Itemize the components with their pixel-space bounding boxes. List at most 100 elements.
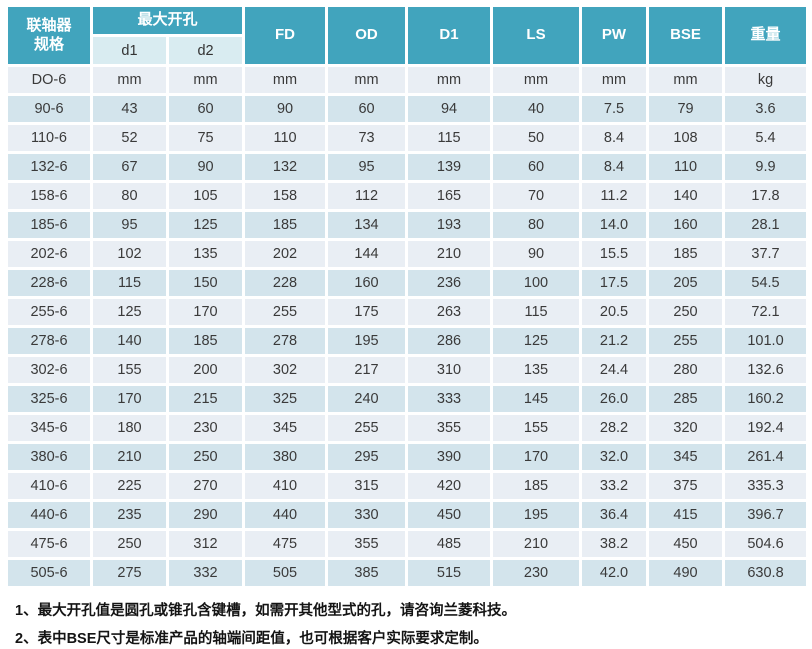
value-cell: 185 (245, 212, 326, 238)
value-cell: 320 (649, 415, 723, 441)
value-cell: 165 (408, 183, 491, 209)
value-cell: 43 (93, 96, 166, 122)
value-cell: 333 (408, 386, 491, 412)
value-cell: 440 (245, 502, 326, 528)
row-label-cell: 505-6 (8, 560, 90, 586)
value-cell: 175 (328, 299, 406, 325)
value-cell: 140 (93, 328, 166, 354)
value-cell: 102 (93, 241, 166, 267)
value-cell: 200 (169, 357, 243, 383)
value-cell: 250 (649, 299, 723, 325)
col-header-weight: 重量 (725, 7, 807, 64)
value-cell: mm (93, 67, 166, 93)
value-cell: 105 (169, 183, 243, 209)
row-label-cell: 345-6 (8, 415, 90, 441)
table-row: 132-6 67 90 132 95 139 60 8.4 110 9.9 (8, 154, 807, 180)
value-cell: 230 (493, 560, 580, 586)
value-cell: 132 (245, 154, 326, 180)
value-cell: 202 (245, 241, 326, 267)
value-cell: 210 (493, 531, 580, 557)
value-cell: 270 (169, 473, 243, 499)
value-cell: 8.4 (582, 125, 647, 151)
value-cell: 14.0 (582, 212, 647, 238)
value-cell: 330 (328, 502, 406, 528)
footnote-1: 1、最大开孔值是圆孔或锥孔含键槽，如需开其他型式的孔，请咨询兰菱科技。 (15, 603, 517, 619)
value-cell: 236 (408, 270, 491, 296)
value-cell: 33.2 (582, 473, 647, 499)
value-cell: 345 (245, 415, 326, 441)
value-cell: 125 (93, 299, 166, 325)
value-cell: 67 (93, 154, 166, 180)
value-cell: 160 (649, 212, 723, 238)
table-row: 185-6 95 125 185 134 193 80 14.0 160 28.1 (8, 212, 807, 238)
value-cell: 158 (245, 183, 326, 209)
value-cell: 485 (408, 531, 491, 557)
value-cell: 135 (493, 357, 580, 383)
col-header-coupling-spec-line1: 联轴器 (26, 16, 72, 34)
value-cell: 385 (328, 560, 406, 586)
value-cell: mm (493, 67, 580, 93)
value-cell: 375 (649, 473, 723, 499)
value-cell: 230 (169, 415, 243, 441)
value-cell: 290 (169, 502, 243, 528)
table-row: 202-6 102 135 202 144 210 90 15.5 185 37.7 (8, 241, 807, 267)
value-cell: 110 (245, 125, 326, 151)
value-cell: 450 (649, 531, 723, 557)
row-label-cell: 410-6 (8, 473, 90, 499)
row-label-cell: 202-6 (8, 241, 90, 267)
value-cell: 60 (328, 96, 406, 122)
value-cell: 325 (245, 386, 326, 412)
col-header-fd: FD (245, 7, 326, 64)
value-cell: 195 (493, 502, 580, 528)
value-cell: 125 (169, 212, 243, 238)
table-row: 110-6 52 75 110 73 115 50 8.4 108 5.4 (8, 125, 807, 151)
col-header-coupling-spec-line2: 规格 (33, 35, 64, 53)
value-cell: mm (649, 67, 723, 93)
value-cell: 144 (328, 241, 406, 267)
value-cell: 160 (328, 270, 406, 296)
row-label-cell: 158-6 (8, 183, 90, 209)
value-cell: 185 (493, 473, 580, 499)
sub-header-d1: d1 (93, 37, 166, 64)
row-label-cell: DO-6 (8, 67, 90, 93)
value-cell: mm (328, 67, 406, 93)
row-label-cell: 380-6 (8, 444, 90, 470)
value-cell: 70 (493, 183, 580, 209)
value-cell: 37.7 (725, 241, 807, 267)
value-cell: mm (245, 67, 326, 93)
sub-header-d2: d2 (169, 37, 243, 64)
value-cell: 286 (408, 328, 491, 354)
value-cell: 415 (649, 502, 723, 528)
table-row: 302-6 155 200 302 217 310 135 24.4 280 132.6 (8, 357, 807, 383)
value-cell: 38.2 (582, 531, 647, 557)
value-cell: 150 (169, 270, 243, 296)
table-row: 255-6 125 170 255 175 263 115 20.5 250 72.1 (8, 299, 807, 325)
value-cell: 295 (328, 444, 406, 470)
value-cell: 28.2 (582, 415, 647, 441)
col-header-ls: LS (493, 7, 580, 64)
value-cell: 410 (245, 473, 326, 499)
value-cell: 132.6 (725, 357, 807, 383)
footnote-2: 2、表中BSE尺寸是标准产品的轴端间距值，也可根据客户实际要求定制。 (15, 630, 488, 647)
row-label-cell: 90-6 (8, 96, 90, 122)
value-cell: 36.4 (582, 502, 647, 528)
value-cell: 396.7 (725, 502, 807, 528)
table-row: 158-6 80 105 158 112 165 70 11.2 140 17.8 (8, 183, 807, 209)
value-cell: mm (169, 67, 243, 93)
value-cell: 160.2 (725, 386, 807, 412)
value-cell: 240 (328, 386, 406, 412)
value-cell: 285 (649, 386, 723, 412)
value-cell: 228 (245, 270, 326, 296)
value-cell: mm (582, 67, 647, 93)
value-cell: 180 (93, 415, 166, 441)
value-cell: 115 (408, 125, 491, 151)
value-cell: 315 (328, 473, 406, 499)
value-cell: 20.5 (582, 299, 647, 325)
value-cell: 302 (245, 357, 326, 383)
value-cell: 310 (408, 357, 491, 383)
value-cell: 80 (493, 212, 580, 238)
value-cell: 380 (245, 444, 326, 470)
table-row: 325-6 170 215 325 240 333 145 26.0 285 160.2 (8, 386, 807, 412)
row-label-cell: 475-6 (8, 531, 90, 557)
value-cell: 475 (245, 531, 326, 557)
